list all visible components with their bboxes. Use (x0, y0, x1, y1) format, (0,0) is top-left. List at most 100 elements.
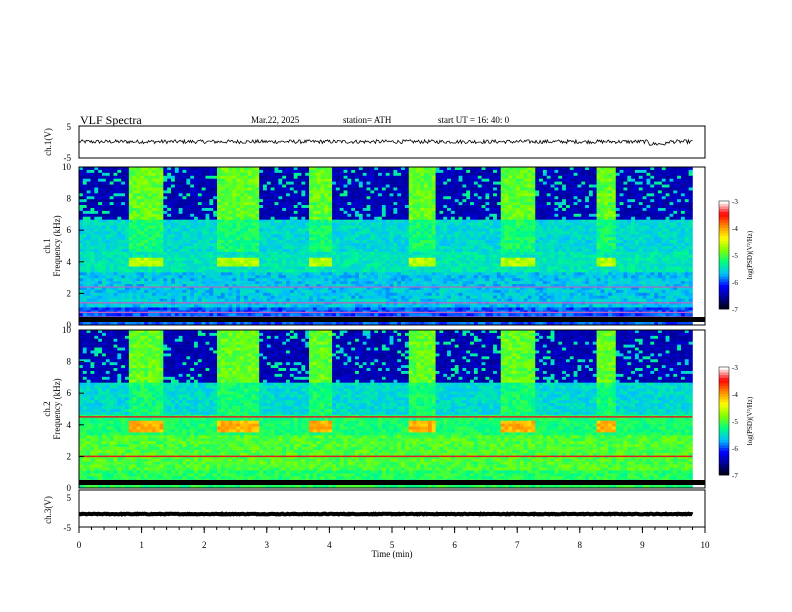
spectrogram-cell (328, 284, 333, 288)
spectrogram-cell (132, 322, 137, 326)
spectrogram-cell (420, 219, 425, 223)
spectrogram-cell (293, 225, 298, 229)
spectrogram-cell (251, 251, 256, 256)
spectrogram-cell (224, 322, 229, 326)
spectrogram-cell (197, 246, 202, 250)
spectrogram-cell (247, 298, 252, 302)
spectrogram-cell (259, 196, 264, 200)
spectrogram-cell (320, 219, 325, 223)
spectrogram-cell (358, 298, 364, 302)
spectrogram-cell (113, 216, 118, 220)
spectrogram-cell (424, 175, 429, 180)
spectrogram-cell (343, 181, 348, 185)
spectrogram-cell (224, 234, 229, 238)
spectrogram-cell (351, 295, 356, 299)
spectrogram-cell (312, 307, 318, 311)
spectrogram-cell (251, 196, 256, 200)
spectrogram-cell (420, 172, 425, 177)
spectrogram-cell (136, 213, 141, 218)
spectrogram-cell (247, 213, 252, 218)
spectrogram-cell (236, 169, 241, 174)
spectrogram-cell (186, 169, 191, 174)
spectrogram-cell (228, 205, 233, 209)
spectrogram-cell (305, 167, 310, 171)
spectrogram-cell (424, 184, 429, 188)
spectrogram-cell (424, 167, 429, 171)
spectrogram-cell (305, 190, 310, 194)
spectrogram-cell (255, 257, 260, 261)
spectrogram-cell (109, 298, 114, 302)
spectrogram-cell (427, 237, 433, 241)
spectrogram-cell (282, 199, 287, 203)
spectrogram-cell (324, 222, 329, 226)
spectrogram-cell (378, 169, 383, 174)
spectrogram-cell (247, 281, 252, 285)
spectrogram-cell (408, 219, 413, 223)
spectrogram-cell (190, 278, 195, 282)
spectrogram-cell (381, 281, 387, 285)
spectrogram-cell (197, 178, 202, 182)
spectrogram-cell (397, 193, 402, 197)
spectrogram-cell (274, 231, 279, 235)
spectrogram-cell (125, 175, 130, 180)
spectrogram-cell (90, 304, 95, 308)
spectrogram-cell (347, 292, 352, 297)
spectrogram-cell (151, 254, 156, 259)
spectrogram-cell (374, 260, 379, 264)
spectrogram-cell (366, 322, 371, 326)
spectrogram-cell (408, 210, 413, 215)
spectrogram-cell (385, 187, 390, 191)
spectrogram-cell (182, 248, 187, 253)
spectrogram-cell (174, 187, 179, 191)
spectrogram-cell (427, 234, 433, 238)
spectrogram-cell (347, 243, 352, 247)
spectrogram-cell (320, 257, 325, 261)
spectrogram-cell (339, 295, 344, 299)
spectrogram-cell (305, 175, 310, 180)
spectrogram-cell (128, 228, 133, 232)
spectrogram-cell (309, 295, 314, 299)
spectrogram-cell (316, 169, 321, 174)
spectrogram-cell (136, 202, 141, 206)
spectrogram-cell (282, 272, 287, 276)
spectrogram-cell (297, 234, 302, 238)
spectrogram-cell (186, 172, 191, 177)
spectrogram-cell (205, 184, 210, 188)
spectrogram-cell (190, 292, 195, 297)
spectrogram-cell (148, 190, 153, 194)
spectrogram-cell (286, 172, 291, 177)
spectrogram-cell (136, 196, 141, 200)
spectrogram-cell (209, 213, 214, 218)
spectrogram-cell (228, 181, 233, 185)
spectrogram-cell (366, 187, 371, 191)
spectrogram-cell (270, 207, 275, 212)
spectrogram-cell (90, 231, 95, 235)
spectrogram-cell (109, 199, 114, 203)
spectrogram-cell (381, 257, 387, 261)
spectrogram-cell (416, 322, 421, 326)
spectrogram-cell (424, 260, 429, 264)
spectrogram-cell (194, 213, 199, 218)
spectrogram-cell (128, 248, 133, 253)
spectrogram-cell (339, 263, 344, 267)
spectrogram-cell (255, 222, 260, 226)
spectrogram-cell (385, 184, 390, 188)
spectrogram-cell (186, 207, 191, 212)
spectrogram-cell (351, 313, 356, 317)
spectrogram-cell (82, 207, 87, 212)
spectrogram-cell (243, 167, 248, 171)
spectrogram-cell (159, 257, 164, 261)
spectrogram-cell (389, 202, 394, 206)
spectrogram-cell (255, 289, 260, 294)
spectrogram-cell (355, 225, 360, 229)
spectrogram-cell (335, 202, 341, 206)
spectrogram-cell (190, 193, 195, 197)
spectrogram-cell (351, 210, 356, 215)
spectrogram-cell (381, 213, 387, 218)
spectrogram-cell (343, 266, 348, 270)
spectrogram-cell (171, 313, 176, 317)
spectrogram-cell (263, 322, 268, 326)
spectrogram-cell (98, 222, 103, 226)
spectrogram-cell (378, 272, 383, 276)
spectrogram-cell (362, 184, 367, 188)
